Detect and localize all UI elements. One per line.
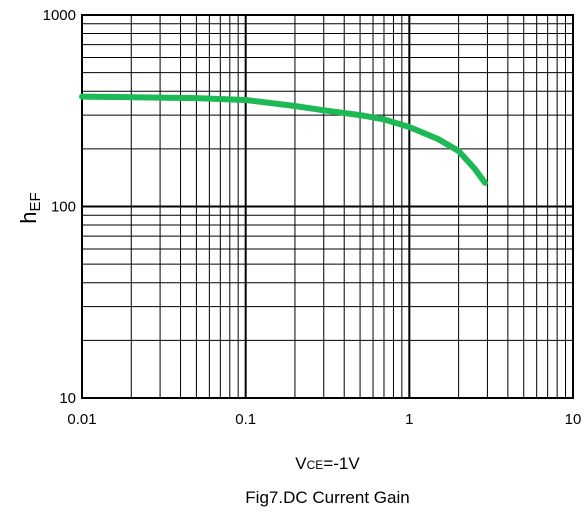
series-line-hfe — [79, 93, 488, 186]
figure-caption: Fig7.DC Current Gain — [245, 488, 410, 507]
plot-frame — [81, 14, 574, 399]
y-tick-label: 1000 — [43, 7, 76, 24]
y-tick-labels: 10 100 1000 — [43, 7, 76, 407]
y-tick-label: 100 — [51, 199, 76, 216]
y-axis-label: hEF — [16, 192, 44, 223]
x-tick-label: 0.1 — [235, 411, 256, 428]
x-tick-labels: 0.01 0.1 1 10 — [67, 411, 581, 428]
dc-current-gain-chart: 0.01 0.1 1 10 10 100 1000 hEF — [16, 7, 581, 428]
x-tick-label: 10 — [565, 411, 582, 428]
x-tick-label: 0.01 — [67, 411, 96, 428]
y-tick-label: 10 — [59, 390, 76, 407]
grid-lines — [82, 15, 573, 398]
test-condition-label: VCE=-1V — [295, 454, 360, 473]
x-tick-label: 1 — [405, 411, 413, 428]
